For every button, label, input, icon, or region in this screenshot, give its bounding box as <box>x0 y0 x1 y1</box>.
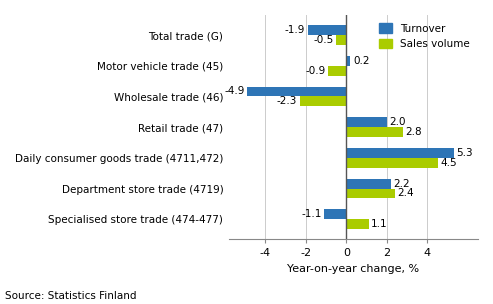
Bar <box>347 127 403 137</box>
Text: 1.1: 1.1 <box>371 219 388 229</box>
Text: 2.2: 2.2 <box>393 178 410 188</box>
Bar <box>300 96 347 106</box>
Text: 4.5: 4.5 <box>440 158 457 168</box>
Bar <box>347 56 351 66</box>
Bar <box>308 25 347 35</box>
Text: -2.3: -2.3 <box>277 96 297 106</box>
Bar <box>347 219 369 229</box>
Legend: Turnover, Sales volume: Turnover, Sales volume <box>376 20 473 52</box>
Text: -0.9: -0.9 <box>305 66 325 76</box>
Text: -1.1: -1.1 <box>301 209 321 219</box>
Bar <box>324 209 347 219</box>
Text: Source: Statistics Finland: Source: Statistics Finland <box>5 291 137 301</box>
X-axis label: Year-on-year change, %: Year-on-year change, % <box>287 264 420 274</box>
Text: 2.4: 2.4 <box>398 188 414 199</box>
Text: 2.8: 2.8 <box>406 127 423 137</box>
Bar <box>347 148 454 158</box>
Bar <box>336 35 347 45</box>
Text: -1.9: -1.9 <box>285 25 305 35</box>
Bar <box>347 188 395 198</box>
Bar <box>347 117 387 127</box>
Bar <box>247 87 347 96</box>
Bar <box>347 179 391 188</box>
Bar <box>328 66 347 75</box>
Text: -0.5: -0.5 <box>314 35 334 45</box>
Text: 2.0: 2.0 <box>389 117 406 127</box>
Text: 5.3: 5.3 <box>457 148 473 158</box>
Bar <box>347 158 437 168</box>
Text: -4.9: -4.9 <box>224 87 245 96</box>
Text: 0.2: 0.2 <box>353 56 370 66</box>
